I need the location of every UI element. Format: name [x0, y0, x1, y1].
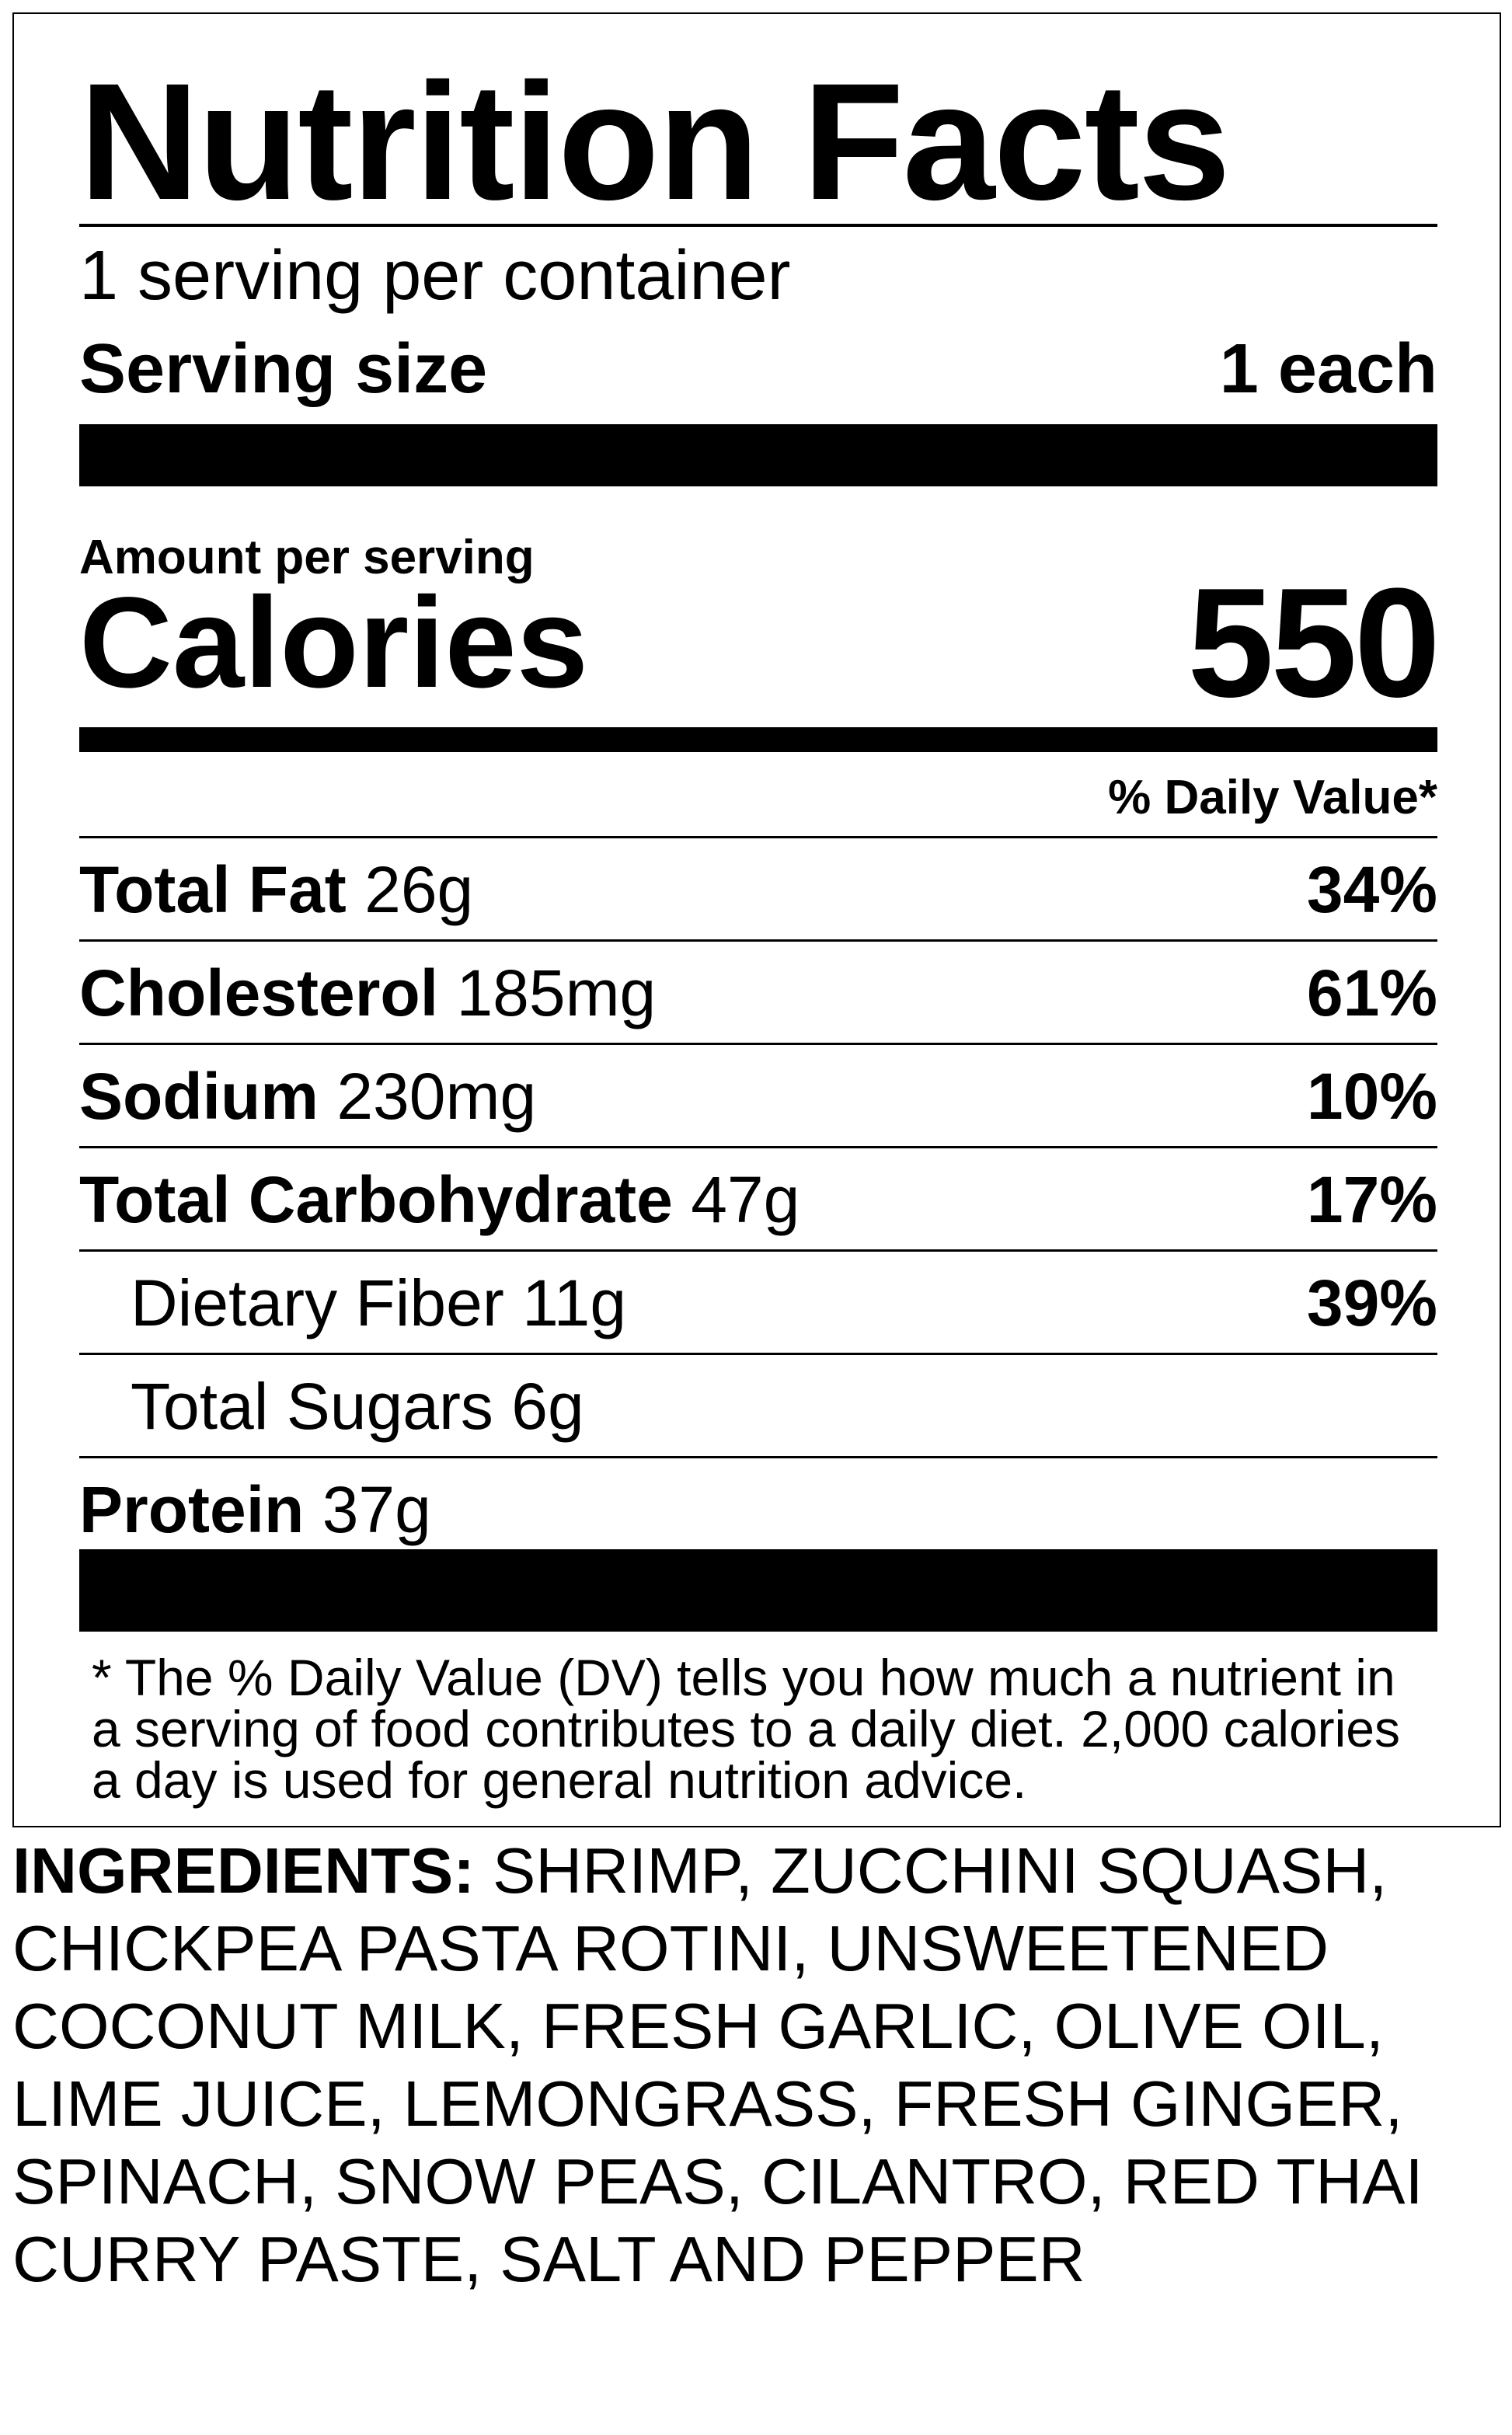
nutrient-row: Protein 37g — [79, 1458, 1437, 1561]
nutrient-amount: 6g — [511, 1369, 584, 1443]
nutrient-divider — [79, 1249, 1437, 1252]
nutrient-divider — [79, 1456, 1437, 1458]
medium-bar — [79, 727, 1437, 752]
nutrient-divider — [79, 836, 1437, 838]
ingredients: INGREDIENTS: SHRIMP, ZUCCHINI SQUASH, CH… — [12, 1832, 1442, 2298]
nutrient-daily-value: 34% — [1306, 852, 1437, 926]
amount-per-serving: Amount per serving — [79, 530, 1437, 584]
nutrient-name: Sodium — [79, 1059, 319, 1133]
nutrient-row: Total Carbohydrate 47g 17% — [79, 1148, 1437, 1251]
nutrient-name: Total Sugars — [131, 1369, 493, 1443]
nutrient-amount: 11g — [522, 1266, 627, 1339]
nutrient-row: Total Fat 26g 34% — [79, 838, 1437, 941]
nutrient-row: Total Sugars 6g — [79, 1355, 1437, 1458]
amount-per-serving-text: Amount per serving — [79, 530, 535, 584]
serving-size-value: 1 each — [1219, 329, 1437, 408]
nutrient-row: Cholesterol 185mg 61% — [79, 942, 1437, 1044]
label-title: Nutrition Facts — [79, 49, 1231, 235]
nutrient-divider — [79, 1043, 1437, 1045]
servings-text: 1 serving per container — [79, 236, 791, 315]
nutrient-divider — [79, 1353, 1437, 1355]
nutrient-daily-value: 39% — [1306, 1266, 1437, 1339]
nutrient-name-amount: Protein 37g — [79, 1472, 431, 1548]
nutrient-daily-value: 10% — [1306, 1059, 1437, 1133]
calories-value: 550 — [1187, 556, 1441, 730]
nutrient-amount: 37g — [322, 1472, 431, 1546]
nutrient-row: Sodium 230mg 10% — [79, 1045, 1437, 1148]
nutrient-name: Protein — [79, 1472, 305, 1546]
nutrient-amount: 230mg — [336, 1059, 537, 1133]
serving-size-row: Serving size 1 each — [79, 330, 1437, 408]
ingredients-text: SHRIMP, ZUCCHINI SQUASH, CHICKPEA PASTA … — [12, 1834, 1423, 2295]
thick-bar — [79, 424, 1437, 486]
nutrient-amount: 26g — [364, 852, 474, 926]
title-divider — [79, 224, 1437, 227]
nutrient-name-amount: Dietary Fiber 11g — [79, 1266, 626, 1341]
nutrient-name: Dietary Fiber — [131, 1266, 504, 1339]
nutrient-name-amount: Sodium 230mg — [79, 1059, 536, 1134]
daily-value-header: % Daily Value* — [79, 770, 1437, 824]
nutrient-name-amount: Total Sugars 6g — [79, 1369, 584, 1444]
nutrient-daily-value: 17% — [1306, 1162, 1437, 1236]
calories-row: Calories 550 — [79, 556, 1441, 730]
nutrient-name: Total Fat — [79, 852, 347, 926]
daily-value-header-text: % Daily Value* — [1108, 770, 1437, 824]
servings-per-container: 1 serving per container — [79, 237, 1437, 315]
nutrient-name-amount: Total Fat 26g — [79, 852, 473, 928]
nutrient-divider — [79, 939, 1437, 942]
serving-size-label: Serving size — [79, 329, 488, 408]
nutrient-name-amount: Total Carbohydrate 47g — [79, 1162, 800, 1238]
nutrient-name: Total Carbohydrate — [79, 1162, 673, 1236]
thick-bar-bottom — [79, 1549, 1437, 1632]
nutrient-name: Cholesterol — [79, 956, 439, 1029]
nutrient-divider — [79, 1146, 1437, 1148]
nutrient-row: Dietary Fiber 11g 39% — [79, 1252, 1437, 1354]
calories-label: Calories — [79, 571, 589, 715]
nutrient-amount: 47g — [691, 1162, 800, 1236]
footnote: * The % Daily Value (DV) tells you how m… — [92, 1649, 1400, 1809]
nutrition-label: Nutrition Facts 1 serving per container … — [12, 12, 1501, 1827]
nutrient-amount: 185mg — [456, 956, 657, 1029]
nutrient-name-amount: Cholesterol 185mg — [79, 956, 656, 1031]
ingredients-label: INGREDIENTS: — [12, 1834, 475, 1907]
nutrient-daily-value: 61% — [1306, 956, 1437, 1029]
